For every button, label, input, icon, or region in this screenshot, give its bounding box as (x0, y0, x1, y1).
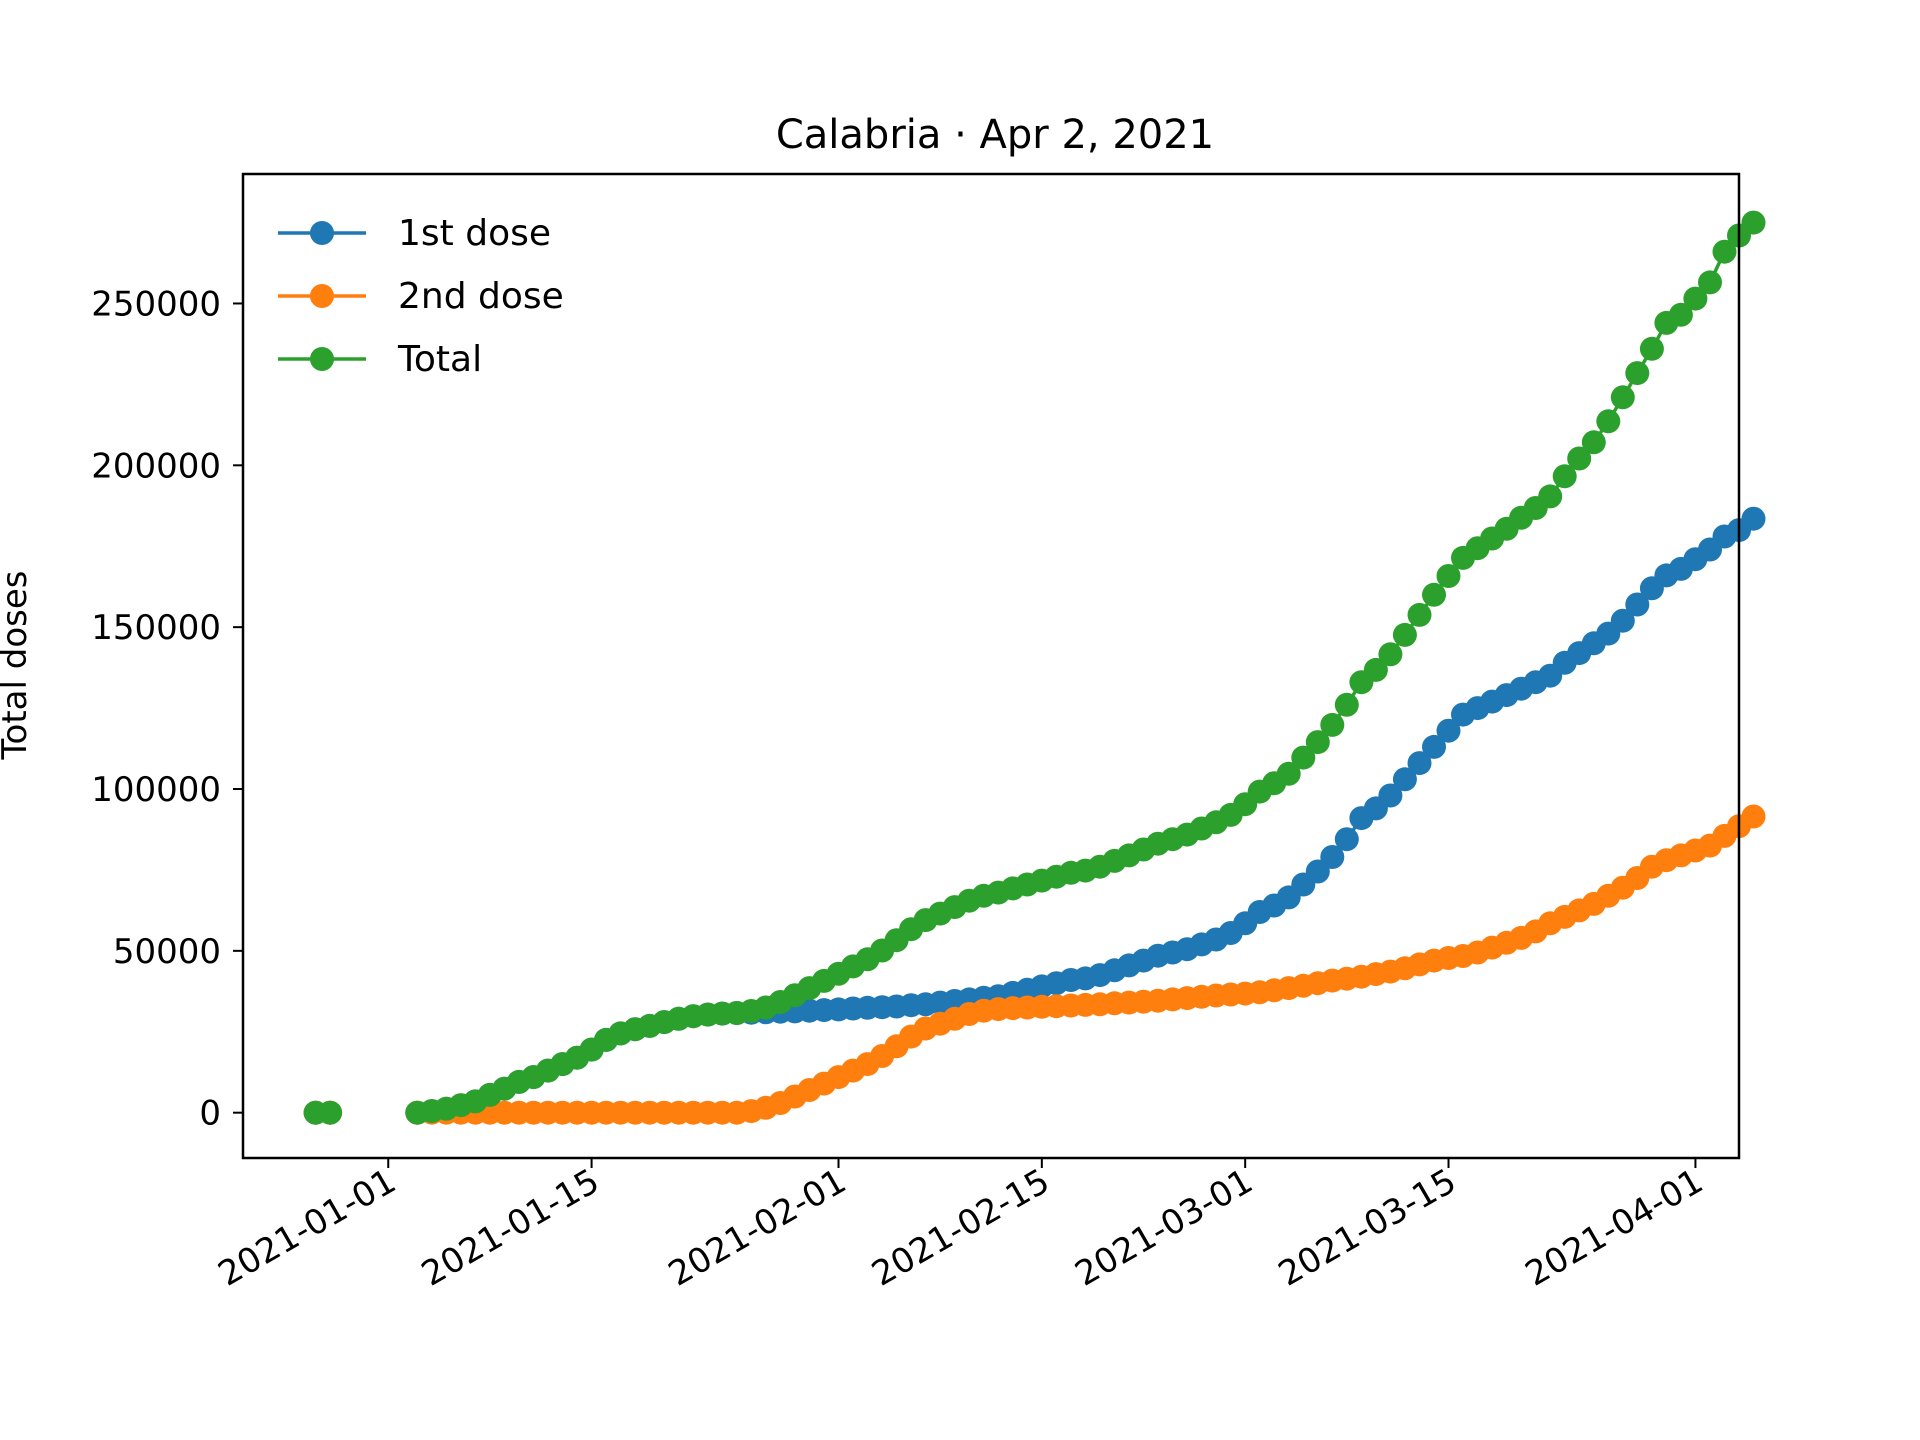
data-point-total (1378, 642, 1403, 667)
y-tick-label: 50000 (113, 932, 221, 972)
data-point-1st-dose (1407, 751, 1432, 776)
data-point-total (1741, 210, 1766, 235)
legend: 1st dose 2nd dose Total (278, 213, 564, 380)
data-point-1st-dose (1610, 608, 1635, 633)
legend-swatch-marker (310, 221, 334, 245)
plot-frame (241, 172, 1741, 1160)
data-point-total (1683, 286, 1708, 311)
chart-title: Calabria · Apr 2, 2021 (776, 112, 1214, 158)
data-point-total (1436, 564, 1461, 588)
data-point-total (1698, 270, 1722, 295)
data-point-total (1712, 239, 1737, 264)
data-point-total (1392, 622, 1417, 647)
data-point-total (1581, 430, 1606, 455)
legend-label: Total (397, 339, 482, 380)
data-point-1st-dose (1320, 845, 1345, 869)
series-total (303, 210, 1766, 1125)
data-point-1st-dose (1305, 859, 1330, 884)
data-point-total (1596, 409, 1621, 434)
data-point-total (1639, 336, 1664, 361)
legend-item-total: Total (278, 339, 482, 380)
legend-item-2nd-dose: 2nd dose (278, 276, 564, 317)
legend-label: 2nd dose (398, 276, 564, 317)
legend-swatch-marker (310, 284, 334, 308)
data-point-2nd-dose (1741, 804, 1766, 829)
data-point-total (1363, 657, 1388, 682)
data-point-total (1407, 602, 1432, 627)
y-tick-label: 0 (199, 1094, 221, 1134)
data-point-total (1668, 302, 1693, 327)
data-point-total (1305, 730, 1330, 755)
y-axis-label: Total doses (0, 571, 35, 761)
legend-item-1st-dose: 1st dose (278, 213, 551, 254)
y-tick-label: 150000 (91, 608, 221, 648)
series-2nd-dose (303, 804, 1766, 1125)
data-point-total (1276, 761, 1301, 786)
data-point-total (1320, 712, 1345, 737)
series-layer (303, 210, 1766, 1125)
data-point-total (318, 1100, 343, 1125)
y-tick-label: 200000 (91, 446, 221, 486)
y-tick-label: 250000 (91, 284, 221, 324)
data-point-total (1334, 692, 1359, 717)
data-point-1st-dose (1422, 734, 1446, 759)
legend-swatch-marker (310, 347, 334, 371)
data-point-total (1422, 582, 1446, 607)
data-point-total (1610, 385, 1635, 410)
data-point-total (1552, 464, 1577, 489)
data-point-1st-dose (1625, 592, 1650, 617)
data-point-1st-dose (1392, 767, 1417, 792)
data-point-1st-dose (1436, 718, 1461, 743)
data-point-1st-dose (1741, 506, 1766, 531)
y-tick-label: 100000 (91, 770, 221, 810)
data-point-total (1538, 484, 1563, 509)
data-point-total (1567, 446, 1592, 471)
data-point-1st-dose (1334, 827, 1359, 852)
data-point-total (1291, 745, 1316, 770)
data-point-total (1625, 361, 1650, 386)
legend-label: 1st dose (398, 213, 551, 254)
data-point-1st-dose (1378, 783, 1403, 808)
